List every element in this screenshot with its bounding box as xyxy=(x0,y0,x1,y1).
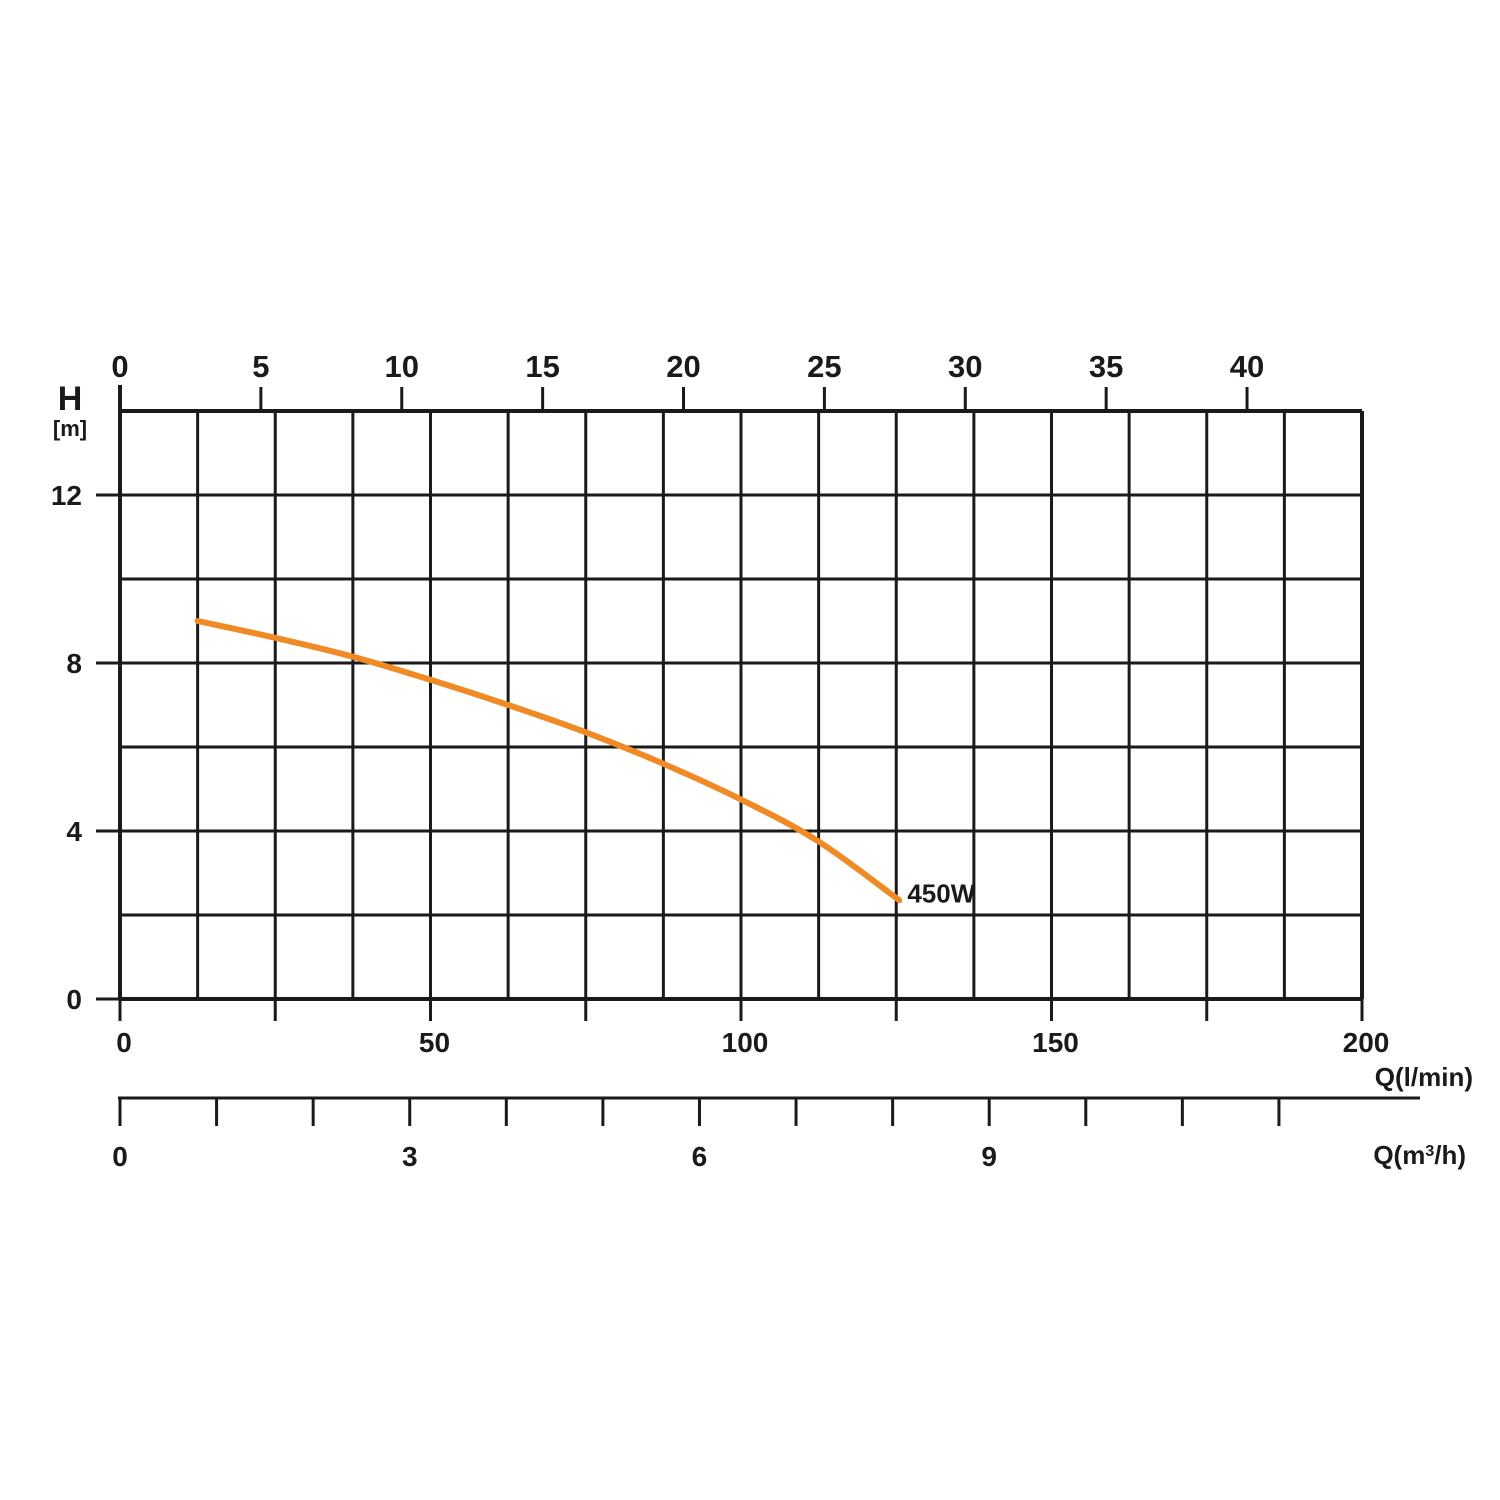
x-tick-label: 0 xyxy=(116,1027,132,1058)
grid xyxy=(120,411,1362,999)
top-tick-label: 0 xyxy=(111,349,128,384)
series-layer xyxy=(194,618,903,904)
x-tick-label: 50 xyxy=(419,1027,450,1058)
top-tick-label: 15 xyxy=(525,349,559,384)
top-tick-label: 5 xyxy=(252,349,269,384)
y-tick-label: 4 xyxy=(66,816,82,847)
top-tick-label: 40 xyxy=(1230,349,1264,384)
top-tick-label: 25 xyxy=(807,349,841,384)
series-line-450w xyxy=(194,618,903,904)
labels: 0 4 8 12 0 50 100 150 200 0 5 10 15 20 25 30 35 40 0 3 6 9 450… xyxy=(51,349,1390,1172)
secondary-x-axis-title: Q(m3/h) xyxy=(1373,1140,1466,1170)
top-tick-label: 35 xyxy=(1089,349,1123,384)
secondary-x-tick-label: 0 xyxy=(112,1141,128,1172)
x-axis-title: Q(l/min) xyxy=(1375,1062,1473,1092)
series-label-450w: 450W xyxy=(907,878,975,908)
secondary-x-tick-label: 9 xyxy=(981,1141,997,1172)
top-tick-label: 20 xyxy=(666,349,700,384)
y-axis-title: H xyxy=(58,380,83,418)
secondary-x-axis-title-sup: 3 xyxy=(1425,1143,1434,1160)
y-tick-label: 0 xyxy=(66,984,82,1015)
x-tick-label: 200 xyxy=(1343,1027,1390,1058)
secondary-x-tick-label: 3 xyxy=(402,1141,418,1172)
y-tick-label: 8 xyxy=(66,648,82,679)
top-tick-label: 10 xyxy=(385,349,419,384)
axes xyxy=(96,385,1420,1126)
secondary-x-axis-title-end: /h) xyxy=(1434,1140,1466,1170)
top-tick-label: 30 xyxy=(948,349,982,384)
y-axis-unit: [m] xyxy=(53,416,87,441)
y-tick-label: 12 xyxy=(51,480,82,511)
secondary-x-axis-title-main: Q(m xyxy=(1373,1140,1425,1170)
x-tick-label: 150 xyxy=(1032,1027,1079,1058)
x-tick-label: 100 xyxy=(722,1027,769,1058)
secondary-x-tick-label: 6 xyxy=(692,1141,708,1172)
